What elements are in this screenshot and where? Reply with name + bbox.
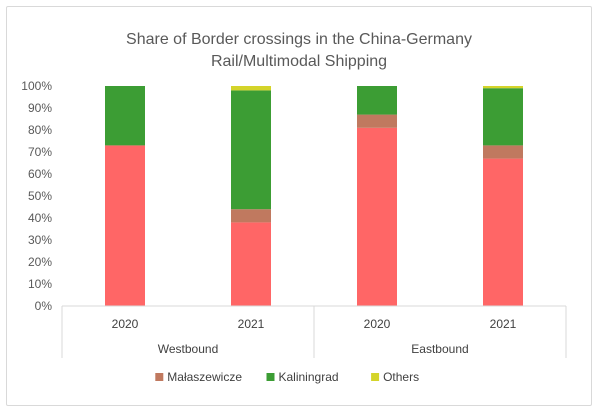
group-label: Eastbound	[411, 342, 468, 356]
y-tick-label: 60%	[28, 167, 52, 181]
group-label: Westbound	[158, 342, 219, 356]
bar-segment-kaliningrad	[483, 88, 523, 146]
x-axis: 2020 2021 2020 2021 Westbound Eastbound	[61, 305, 567, 358]
bar-segment-others	[231, 86, 271, 91]
bar-segment-series-0	[357, 127, 397, 306]
y-tick-label: 10%	[28, 277, 52, 291]
legend-swatch	[266, 373, 275, 381]
bar-segment-kaliningrad	[357, 86, 397, 115]
y-tick-label: 40%	[28, 211, 52, 225]
legend-swatch	[371, 373, 380, 381]
y-tick-label: 0%	[35, 299, 53, 313]
bar-segment-others	[483, 86, 523, 89]
bar-segment-ma-aszewicze	[231, 209, 271, 223]
bar-segment-series-0	[231, 222, 271, 306]
bar-segment-kaliningrad	[231, 90, 271, 210]
legend-label: Kaliningrad	[279, 370, 339, 384]
legend-label: Małaszewicze	[167, 370, 242, 384]
chart-title-line-2: Rail/Multimodal Shipping	[211, 53, 387, 70]
legend-swatch	[155, 373, 164, 381]
y-tick-label: 50%	[28, 189, 52, 203]
y-tick-label: 90%	[28, 101, 52, 115]
y-tick-label: 70%	[28, 145, 52, 159]
bar-segment-kaliningrad	[105, 86, 145, 146]
y-tick-label: 30%	[28, 233, 52, 247]
y-tick-label: 100%	[21, 79, 52, 93]
x-tick-label: 2021	[490, 317, 517, 331]
x-tick-label: 2021	[238, 317, 265, 331]
bar-segment-ma-aszewicze	[483, 145, 523, 159]
bar-segment-ma-aszewicze	[357, 114, 397, 128]
legend-label: Others	[383, 370, 419, 384]
x-tick-label: 2020	[364, 317, 391, 331]
x-tick-label: 2020	[112, 317, 139, 331]
chart-title-line-1: Share of Border crossings in the China-G…	[126, 31, 472, 48]
bar-segment-series-0	[483, 158, 523, 306]
bar-segment-series-0	[105, 145, 145, 306]
bars	[105, 86, 523, 306]
y-tick-label: 20%	[28, 255, 52, 269]
legend: Małaszewicze Kaliningrad Others	[155, 370, 419, 384]
y-tick-label: 80%	[28, 123, 52, 137]
y-axis: 0% 10% 20% 30% 40% 50% 60% 70% 80% 90% 100%	[21, 79, 52, 313]
